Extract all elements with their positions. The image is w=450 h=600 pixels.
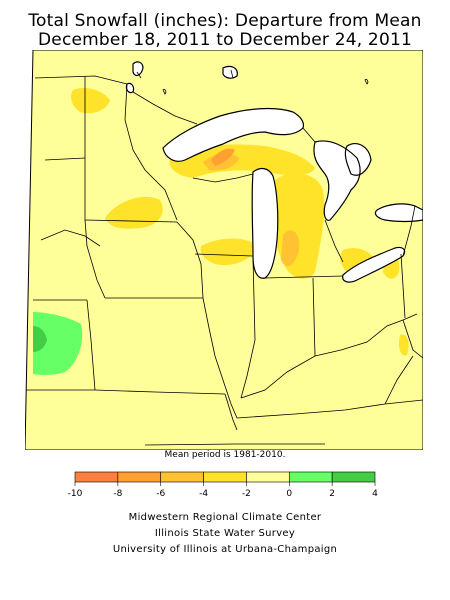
legend-tick-label: -8: [113, 489, 122, 499]
patch-nd-north: [71, 88, 110, 114]
legend-swatch: [288, 471, 333, 483]
legend-swatch: [74, 471, 119, 483]
state-borders: [25, 75, 423, 446]
mean-period-note: Mean period is 1981-2010.: [164, 450, 286, 460]
lake-nipigon: [133, 61, 143, 76]
patch-kansas-green: [33, 312, 83, 375]
patch-iowa-wisc: [200, 238, 257, 266]
legend-tick-label: -2: [242, 489, 251, 499]
legend-tick-label: -6: [156, 489, 165, 499]
legend-tick-label: 2: [329, 489, 335, 499]
legend-tick-label: 4: [372, 489, 378, 499]
lake-shorelines: [125, 61, 423, 283]
credit-mrcc: Midwestern Regional Climate Center: [128, 512, 322, 523]
map-title-line1: Total Snowfall (inches): Departure from …: [28, 11, 422, 31]
snowfall-departure-map: [25, 50, 423, 450]
lake-michigan: [252, 168, 278, 279]
patch-keweenaw-dark: [211, 148, 235, 166]
patch-ky-east: [398, 334, 409, 356]
legend-tick-label: -4: [199, 489, 208, 499]
map-title-line2: December 18, 2011 to December 24, 2011: [38, 30, 412, 50]
legend-swatch: [331, 471, 376, 483]
legend-swatch: [117, 471, 162, 483]
patch-upper-peninsula: [169, 144, 315, 178]
lake-of-woods: [126, 83, 134, 93]
patch-kansas-darkgreen: [33, 326, 47, 352]
legend-swatch: [160, 471, 204, 483]
map-frame: [25, 50, 423, 450]
legend-swatch: [246, 471, 290, 483]
lake-nipigon-2: [223, 66, 238, 79]
lake-erie: [342, 247, 405, 283]
credit-isws: Illinois State Water Survey: [154, 528, 296, 539]
patch-mich-orange: [281, 230, 300, 267]
lake-superior: [163, 108, 304, 162]
lake-ontario: [375, 203, 423, 222]
island-outlines: [136, 69, 369, 95]
color-legend: -10 -8 -6 -4 -2 0 2 4: [68, 471, 378, 499]
legend-swatch: [203, 471, 247, 483]
legend-tick-label: 0: [286, 489, 292, 499]
legend-tick-label: -10: [68, 489, 83, 499]
credit-uiuc: University of Illinois at Urbana-Champai…: [112, 544, 338, 555]
